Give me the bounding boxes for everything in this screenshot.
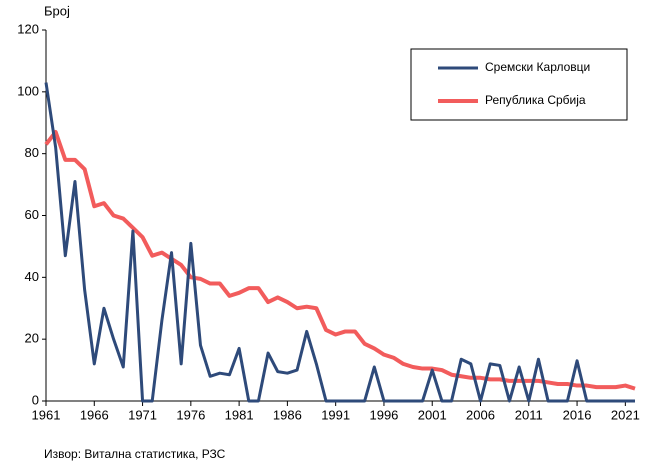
x-tick-label: 1981 [225,407,254,422]
y-tick-label: 120 [17,21,39,36]
y-tick-label: 60 [25,207,39,222]
x-tick-label: 2016 [563,407,592,422]
series-line [44,130,636,391]
legend-label: Сремски Карловци [485,60,590,74]
x-tick-label: 1971 [128,407,157,422]
y-axis-label: Број [44,3,70,18]
x-tick-label: 1966 [80,407,109,422]
y-tick-label: 20 [25,331,39,346]
y-tick-label: 80 [25,145,39,160]
x-tick-label: 1996 [369,407,398,422]
x-tick-label: 2006 [466,407,495,422]
legend-box [410,48,628,121]
series-line [44,82,635,403]
x-tick-label: 2011 [515,407,543,422]
x-tick-label: 2001 [418,407,447,422]
x-tick-label: 1986 [273,407,302,422]
source-note: Извор: Витална статистика, РЗС [44,447,226,461]
y-tick-label: 0 [32,392,39,407]
x-tick-label: 2021 [611,407,640,422]
x-tick-label: 1961 [32,407,61,422]
y-tick-label: 40 [25,269,39,284]
y-tick-label: 100 [17,83,39,98]
x-tick-label: 1976 [176,407,205,422]
x-tick-label: 1991 [321,407,350,422]
legend-label: Република Србија [485,93,586,107]
